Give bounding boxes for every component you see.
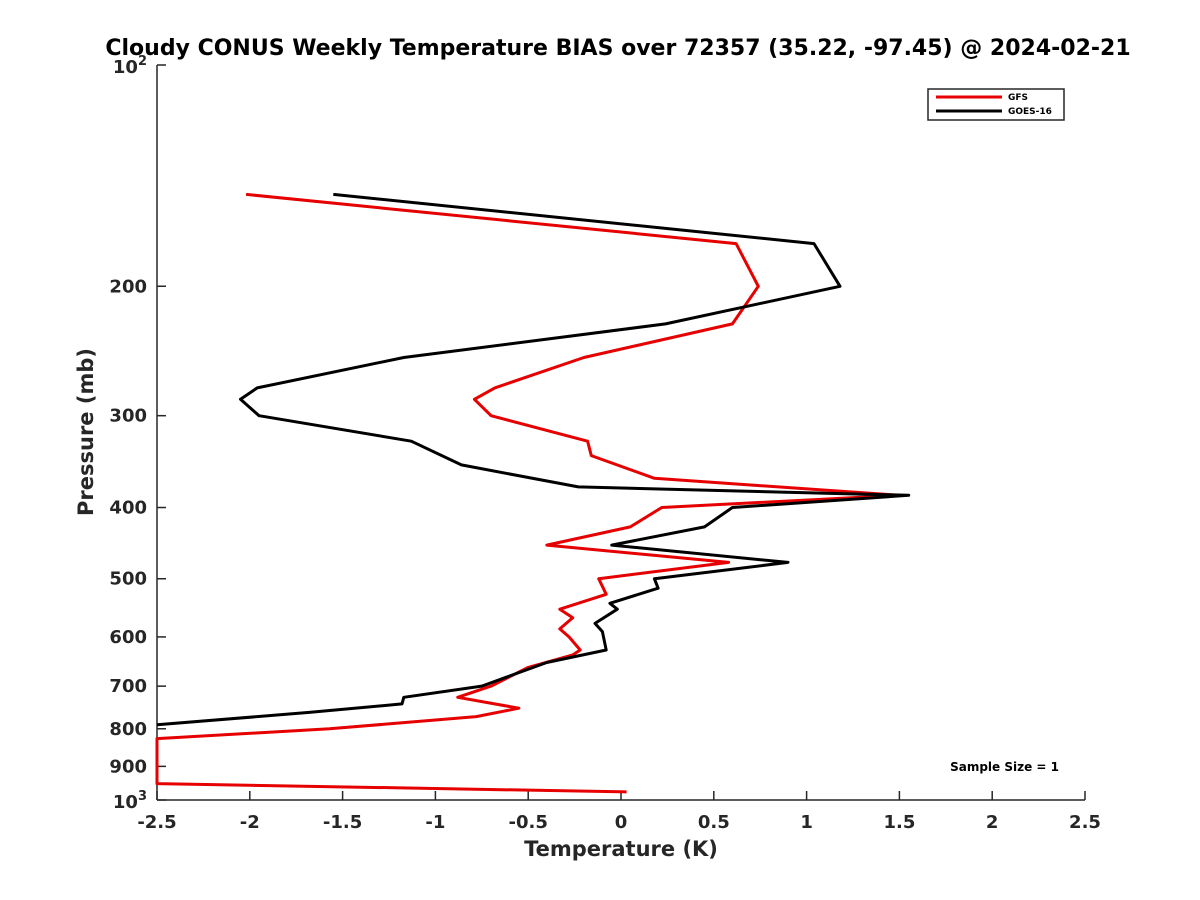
y-tick-label: 900 (109, 756, 147, 777)
series-line-goes-16 (156, 192, 911, 727)
y-tick-label: 500 (109, 569, 147, 590)
x-axis-label: Temperature (K) (524, 837, 718, 861)
legend-label: GOES-16 (1008, 107, 1052, 117)
legend-label: GFS (1008, 93, 1028, 103)
y-tick-label: 800 (109, 719, 147, 740)
legend: GFS GOES-16 (927, 88, 1065, 121)
y-axis-label: Pressure (mb) (74, 348, 98, 516)
y-axis-ticks: 200 300 400 500 600 700 800 900 102 103 (109, 54, 166, 813)
y-tick-label: 600 (109, 627, 147, 648)
x-tick-label: -2 (240, 812, 260, 833)
x-tick-label: -1 (425, 812, 445, 833)
x-tick-label: 1 (800, 812, 813, 833)
x-axis-ticks: -2.5 -2 -1.5 -1 -0.5 0 0.5 1 1.5 2 2.5 (137, 791, 1101, 833)
y-tick-label: 700 (109, 676, 147, 697)
x-tick-label: 0 (615, 812, 628, 833)
y-tick-label: 103 (113, 789, 147, 813)
x-tick-label: 0.5 (698, 812, 730, 833)
x-tick-label: 1.5 (883, 812, 915, 833)
chart-title: Cloudy CONUS Weekly Temperature BIAS ove… (105, 36, 1130, 61)
y-tick-label: 200 (109, 276, 147, 297)
series-line-gfs (155, 192, 901, 794)
sample-size-annotation: Sample Size = 1 (950, 760, 1059, 774)
x-tick-label: -1.5 (323, 812, 362, 833)
x-tick-label: 2 (986, 812, 999, 833)
series-lines (155, 192, 911, 794)
x-tick-label: 2.5 (1069, 812, 1101, 833)
y-tick-label: 102 (113, 54, 147, 78)
x-tick-label: -2.5 (137, 812, 176, 833)
x-tick-label: -0.5 (509, 812, 548, 833)
y-tick-label: 300 (109, 406, 147, 427)
legend-box (927, 88, 1065, 121)
y-tick-label: 400 (109, 498, 147, 519)
